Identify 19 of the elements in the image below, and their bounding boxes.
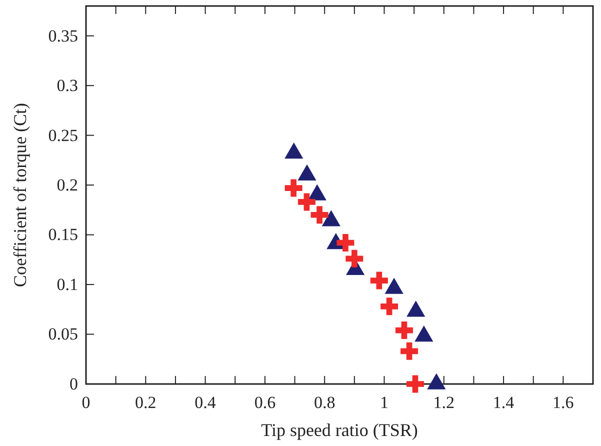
x-tick-label: 0.2 [135, 393, 156, 412]
y-axis-title: Coefficient of torque (Ct) [10, 102, 30, 288]
y-tick-label: 0.35 [48, 26, 78, 46]
x-tick-label: 1.6 [552, 393, 574, 412]
x-tick-label: 0.8 [314, 393, 336, 412]
x-tick-label: 0.4 [194, 393, 216, 412]
x-axis-title: Tip speed ratio (TSR) [261, 420, 418, 440]
x-tick-label: 1.4 [492, 393, 515, 412]
x-tick-label: 0.6 [254, 393, 276, 412]
x-tick-label: 1 [380, 393, 388, 412]
y-tick-label: 0.25 [48, 126, 78, 145]
y-tick-label: 0.3 [56, 76, 78, 96]
x-tick-label: 0 [82, 393, 90, 412]
y-tick-label: 0.2 [56, 175, 78, 194]
y-tick-label: 0.15 [48, 225, 78, 244]
y-tick-label: 0.1 [56, 274, 78, 294]
y-tick-label: 0.05 [48, 324, 78, 344]
x-tick-label: 1.2 [433, 393, 455, 412]
y-tick-label: 0 [70, 374, 78, 394]
